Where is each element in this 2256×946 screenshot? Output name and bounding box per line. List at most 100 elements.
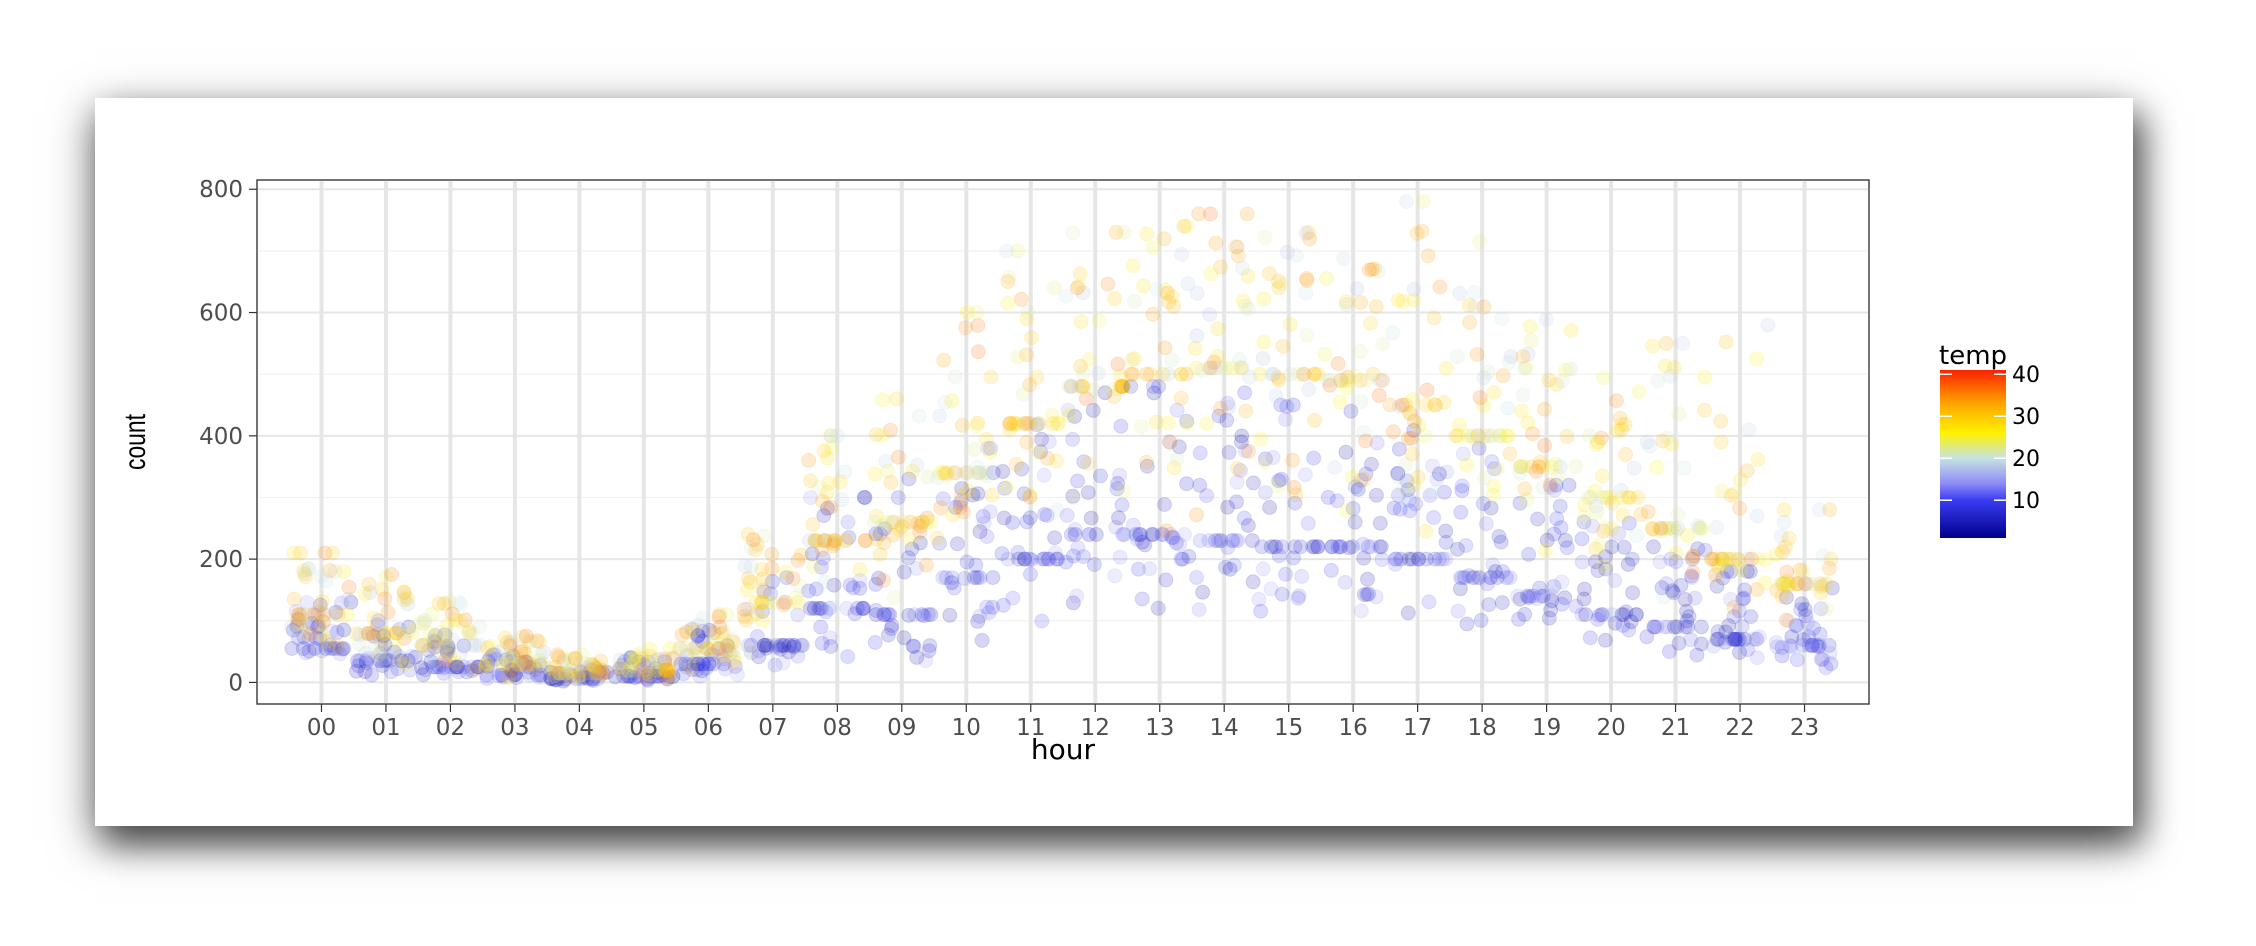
data-point — [1574, 554, 1590, 570]
data-point — [938, 570, 954, 586]
data-point — [1529, 591, 1545, 607]
data-point — [506, 667, 522, 683]
data-point — [969, 305, 985, 320]
data-point — [558, 665, 574, 681]
data-point — [370, 617, 386, 633]
data-point — [591, 664, 607, 680]
data-point — [1476, 370, 1492, 386]
data-point — [1221, 399, 1237, 415]
data-point — [290, 631, 306, 646]
data-point — [594, 665, 610, 681]
data-point — [442, 647, 458, 663]
data-point — [440, 638, 456, 654]
data-point — [1589, 504, 1605, 520]
data-point — [1213, 400, 1229, 416]
data-point — [1419, 551, 1434, 567]
data-point — [456, 659, 472, 675]
data-point — [1808, 637, 1824, 653]
data-point — [1065, 490, 1081, 506]
data-point — [583, 663, 599, 678]
data-point — [1262, 499, 1278, 515]
data-point — [1033, 444, 1049, 460]
data-point — [806, 600, 822, 616]
data-point — [1776, 514, 1792, 530]
data-point — [1730, 631, 1746, 647]
data-point — [1616, 539, 1632, 555]
data-point — [1549, 511, 1565, 527]
data-point — [329, 638, 345, 654]
data-point — [1543, 602, 1559, 618]
data-point — [953, 488, 969, 504]
y-tick-label: 0 — [228, 670, 243, 696]
data-point — [1461, 568, 1477, 584]
data-point — [1749, 650, 1765, 666]
data-point — [1661, 644, 1677, 660]
data-point — [1531, 459, 1547, 475]
data-point — [1816, 577, 1832, 593]
data-point — [429, 639, 445, 655]
data-point — [923, 514, 939, 530]
data-point — [329, 624, 345, 640]
data-point — [1568, 598, 1584, 614]
data-point — [1652, 554, 1668, 570]
data-point — [880, 463, 896, 479]
data-point — [1709, 578, 1725, 594]
data-point — [1251, 591, 1267, 607]
data-point — [1814, 651, 1830, 667]
data-point — [312, 597, 328, 613]
data-point — [1596, 523, 1612, 539]
data-point — [1133, 527, 1148, 542]
data-point — [1417, 428, 1433, 444]
data-point — [1352, 343, 1368, 359]
data-point — [298, 569, 314, 585]
data-point — [1021, 551, 1037, 567]
data-point — [827, 536, 842, 552]
data-point — [921, 643, 937, 659]
data-point — [1512, 459, 1528, 475]
data-point — [616, 668, 632, 684]
data-point — [1465, 570, 1481, 586]
data-point — [1013, 291, 1029, 307]
data-point — [919, 510, 935, 526]
data-point — [1530, 511, 1545, 527]
data-point — [1163, 527, 1179, 542]
data-point — [1291, 366, 1307, 382]
data-point — [983, 369, 999, 385]
data-point — [1663, 551, 1679, 567]
data-point — [914, 514, 930, 530]
data-point — [1134, 591, 1150, 607]
data-point — [999, 479, 1015, 495]
data-point — [1574, 607, 1590, 623]
data-point — [1426, 310, 1442, 326]
data-point — [1133, 418, 1149, 434]
data-point — [1583, 490, 1599, 505]
data-point — [1050, 551, 1066, 567]
data-point — [612, 659, 628, 675]
data-point — [325, 545, 341, 561]
data-point — [1230, 533, 1246, 549]
data-point — [1427, 397, 1443, 413]
data-point — [1237, 443, 1253, 459]
data-point — [1450, 428, 1466, 444]
data-point — [1715, 551, 1731, 567]
data-point — [290, 616, 306, 632]
data-point — [1391, 292, 1406, 308]
data-point — [1039, 508, 1055, 523]
data-point — [725, 634, 741, 650]
data-point — [1199, 416, 1215, 432]
legend-tick-label: 10 — [2012, 489, 2040, 514]
data-point — [736, 601, 752, 617]
data-point — [643, 669, 659, 685]
data-point — [551, 665, 567, 681]
data-point — [1337, 574, 1353, 590]
data-point — [1019, 347, 1035, 363]
data-point — [1476, 398, 1491, 414]
x-tick-label: 10 — [952, 715, 981, 741]
data-point — [518, 628, 534, 644]
data-point — [533, 656, 549, 672]
data-point — [675, 666, 691, 682]
data-point — [557, 671, 573, 687]
plot-panel — [256, 179, 1870, 705]
data-point — [823, 535, 839, 550]
data-point — [634, 651, 650, 666]
